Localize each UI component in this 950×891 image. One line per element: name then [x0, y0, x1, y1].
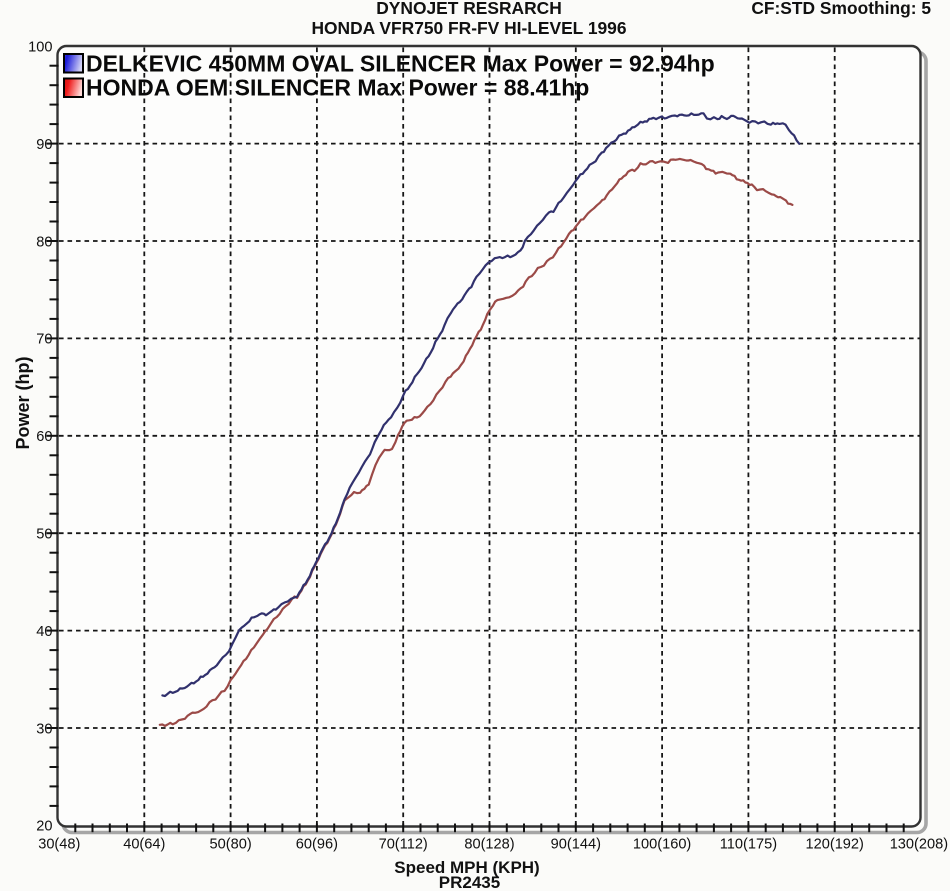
svg-text:80: 80: [36, 234, 52, 250]
svg-text:70(112): 70(112): [379, 837, 428, 853]
svg-text:50: 50: [36, 527, 52, 543]
svg-text:CF:STD Smoothing: 5: CF:STD Smoothing: 5: [751, 0, 931, 18]
svg-text:50(80): 50(80): [210, 837, 252, 853]
svg-text:Power (hp): Power (hp): [13, 356, 33, 449]
svg-text:80(128): 80(128): [464, 837, 514, 853]
svg-text:40: 40: [36, 624, 52, 640]
svg-text:100: 100: [28, 40, 52, 56]
svg-text:100(160): 100(160): [633, 837, 691, 853]
svg-text:DELKEVIC 450MM OVAL SILENCER M: DELKEVIC 450MM OVAL SILENCER Max Power =…: [86, 51, 715, 77]
svg-text:30(48): 30(48): [38, 837, 80, 853]
svg-text:Speed MPH (KPH): Speed MPH (KPH): [394, 858, 539, 877]
svg-text:40(64): 40(64): [123, 837, 165, 853]
svg-text:60(96): 60(96): [296, 837, 338, 853]
svg-text:70: 70: [36, 332, 52, 348]
svg-text:20: 20: [36, 819, 52, 835]
svg-text:DYNOJET RESRARCH: DYNOJET RESRARCH: [376, 0, 562, 18]
svg-text:HONDA OEM SILENCER Max Power =: HONDA OEM SILENCER Max Power = 88.41hp: [86, 75, 589, 101]
svg-text:HONDA VFR750 FR-FV HI-LEVEL 19: HONDA VFR750 FR-FV HI-LEVEL 1996: [311, 18, 626, 38]
svg-text:120(192): 120(192): [805, 837, 863, 853]
svg-text:PR2435: PR2435: [439, 873, 500, 891]
svg-text:30: 30: [36, 721, 52, 737]
svg-text:90(144): 90(144): [551, 837, 601, 853]
svg-text:130(208): 130(208): [890, 837, 948, 853]
svg-text:110(175): 110(175): [720, 837, 777, 853]
svg-text:60: 60: [36, 429, 52, 445]
svg-text:90: 90: [36, 137, 52, 153]
